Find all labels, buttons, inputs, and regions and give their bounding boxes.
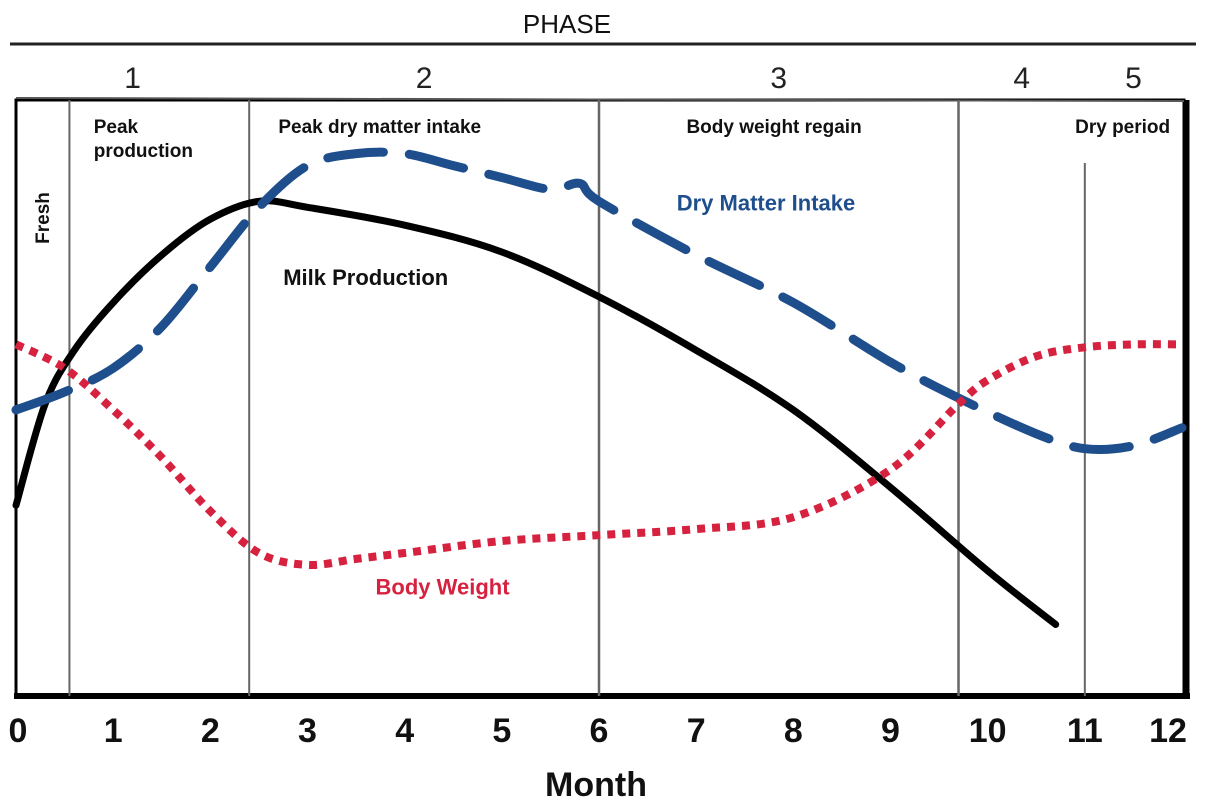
dry-matter-intake-line	[11, 147, 1187, 455]
phase-label-1: 1	[124, 62, 141, 95]
x-tick-9: 9	[881, 712, 900, 750]
stage-label-4: Body weight regain	[686, 117, 861, 138]
x-tick-1: 1	[104, 712, 123, 750]
x-tick-11: 11	[1067, 712, 1103, 750]
x-tick-4: 4	[395, 712, 414, 750]
series-lines	[11, 147, 1187, 628]
x-tick-5: 5	[492, 712, 511, 750]
x-tick-8: 8	[784, 712, 803, 750]
stage-label-5: Dry period	[1075, 117, 1170, 138]
x-tick-2: 2	[201, 712, 220, 750]
x-tick-6: 6	[590, 712, 609, 750]
x-tick-10: 10	[969, 712, 1007, 750]
body-weight-line	[14, 340, 1183, 570]
dry-matter-intake-label: Dry Matter Intake	[677, 190, 856, 215]
stage-label-3: Peak dry matter intake	[278, 117, 481, 138]
stage-label-1: Fresh	[33, 192, 54, 244]
series-labels: Milk Production Dry Matter Intake Body Wei…	[283, 190, 855, 599]
phase-label-2: 2	[416, 62, 433, 95]
stage-label-2: Peak production	[94, 117, 193, 162]
body-weight-label: Body Weight	[376, 575, 511, 600]
x-tick-0: 0	[9, 712, 28, 750]
phase-label-3: 3	[770, 62, 787, 95]
phase-labels: 1 2 3 4 5	[124, 62, 1142, 95]
phase-label-4: 4	[1013, 62, 1030, 95]
plot-frame-top-line	[15, 97, 1185, 102]
milk-production-label: Milk Production	[283, 265, 448, 290]
x-tick-12: 12	[1149, 712, 1187, 750]
x-tick-3: 3	[298, 712, 317, 750]
milk-production-line	[12, 197, 1060, 628]
x-tick-7: 7	[687, 712, 706, 750]
x-ticks: 0 1 2 3 4 5 6 7 8 9 10 11 12	[9, 712, 1187, 750]
phase-header: PHASE	[523, 9, 611, 39]
phase-label-5: 5	[1125, 62, 1142, 95]
stage-labels: Fresh Peak production Peak dry matter intak…	[33, 117, 1170, 244]
stage-lines	[68, 100, 1086, 696]
x-axis-label: Month	[545, 766, 647, 804]
